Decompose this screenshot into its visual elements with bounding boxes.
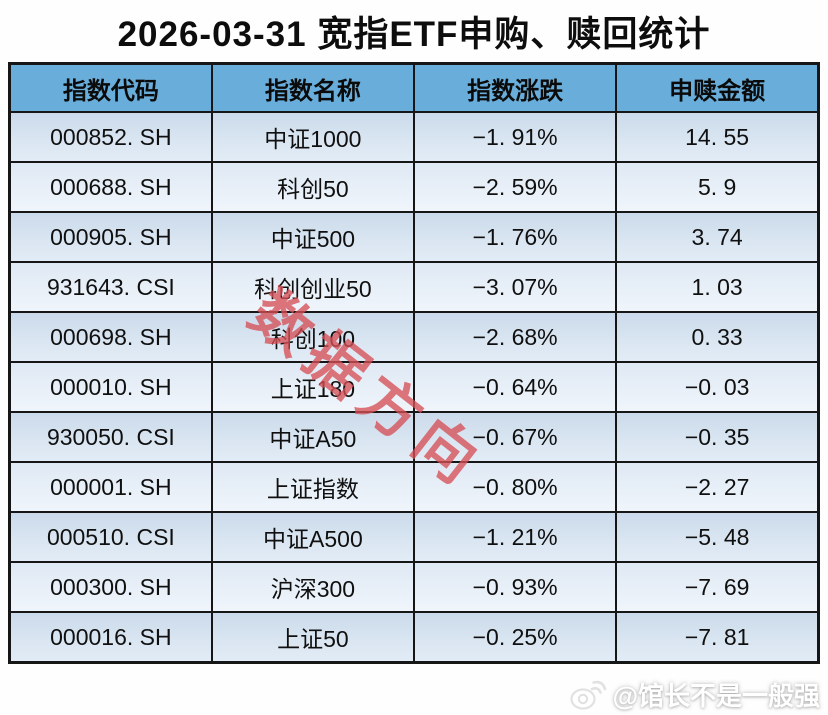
index-code-cell: 000852. SH [8,111,213,163]
index-code-cell: 000001. SH [8,461,213,513]
table-row: 000510. CSI 中证A500 −1. 21% −5. 48 [8,511,820,563]
header-index-code: 指数代码 [8,62,213,113]
table-row: 000905. SH 中证500 −1. 76% 3. 74 [8,211,820,263]
table-header: 指数代码 指数名称 指数涨跌 申赎金额 [8,62,820,113]
index-code-cell: 930050. CSI [8,411,213,463]
index-change-cell: −0. 80% [412,461,618,513]
amount-cell: −0. 35 [615,411,820,463]
table-row: 930050. CSI 中证A50 −0. 67% −0. 35 [8,411,820,463]
index-name-cell: 科创创业50 [210,261,416,313]
weibo-credit: @馆长不是一般强 [569,676,820,713]
index-change-cell: −0. 25% [412,611,618,664]
index-change-cell: −2. 68% [412,311,618,363]
index-code-cell: 000688. SH [8,161,213,213]
amount-cell: −7. 81 [615,611,820,664]
table-row: 000698. SH 科创100 −2. 68% 0. 33 [8,311,820,363]
amount-cell: −7. 69 [615,561,820,613]
amount-cell: 3. 74 [615,211,820,263]
credit-text: @馆长不是一般强 [612,681,820,711]
index-name-cell: 中证500 [210,211,416,263]
index-change-cell: −0. 67% [412,411,618,463]
index-name-cell: 上证50 [210,611,416,664]
amount-cell: 0. 33 [615,311,820,363]
amount-cell: −2. 27 [615,461,820,513]
amount-cell: −0. 03 [615,361,820,413]
table-header-row: 指数代码 指数名称 指数涨跌 申赎金额 [8,62,820,113]
index-name-cell: 科创50 [210,161,416,213]
table-row: 000010. SH 上证180 −0. 64% −0. 03 [8,361,820,413]
index-code-cell: 000905. SH [8,211,213,263]
table-row: 000300. SH 沪深300 −0. 93% −7. 69 [8,561,820,613]
index-name-cell: 中证1000 [210,111,416,163]
weibo-icon [569,679,607,711]
page-title: 2026-03-31 宽指ETF申购、赎回统计 [117,15,711,54]
index-code-cell: 000016. SH [8,611,213,664]
index-change-cell: −1. 76% [412,211,618,263]
index-change-cell: −1. 21% [412,511,618,563]
index-change-cell: −0. 64% [412,361,618,413]
index-code-cell: 000510. CSI [8,511,213,563]
table-body: 000852. SH 中证1000 −1. 91% 14. 55 000688.… [8,111,820,664]
header-index-name: 指数名称 [210,62,416,113]
index-name-cell: 中证A50 [210,411,416,463]
table-row: 931643. CSI 科创创业50 −3. 07% 1. 03 [8,261,820,313]
index-code-cell: 931643. CSI [8,261,213,313]
index-change-cell: −3. 07% [412,261,618,313]
index-name-cell: 上证180 [210,361,416,413]
index-code-cell: 000698. SH [8,311,213,363]
index-change-cell: −2. 59% [412,161,618,213]
index-name-cell: 上证指数 [210,461,416,513]
index-change-cell: −0. 93% [412,561,618,613]
index-name-cell: 科创100 [210,311,416,363]
amount-cell: −5. 48 [615,511,820,563]
etf-stats-table: 指数代码 指数名称 指数涨跌 申赎金额 000852. SH 中证1000 −1… [8,62,820,664]
amount-cell: 5. 9 [615,161,820,213]
index-name-cell: 沪深300 [210,561,416,613]
index-change-cell: −1. 91% [412,111,618,163]
index-name-cell: 中证A500 [210,511,416,563]
table-row: 000852. SH 中证1000 −1. 91% 14. 55 [8,111,820,163]
amount-cell: 1. 03 [615,261,820,313]
header-index-change: 指数涨跌 [412,62,618,113]
table-row: 000016. SH 上证50 −0. 25% −7. 81 [8,611,820,664]
table-row: 000688. SH 科创50 −2. 59% 5. 9 [8,161,820,213]
amount-cell: 14. 55 [615,111,820,163]
index-code-cell: 000010. SH [8,361,213,413]
index-code-cell: 000300. SH [8,561,213,613]
table-row: 000001. SH 上证指数 −0. 80% −2. 27 [8,461,820,513]
header-amount: 申赎金额 [615,62,820,113]
